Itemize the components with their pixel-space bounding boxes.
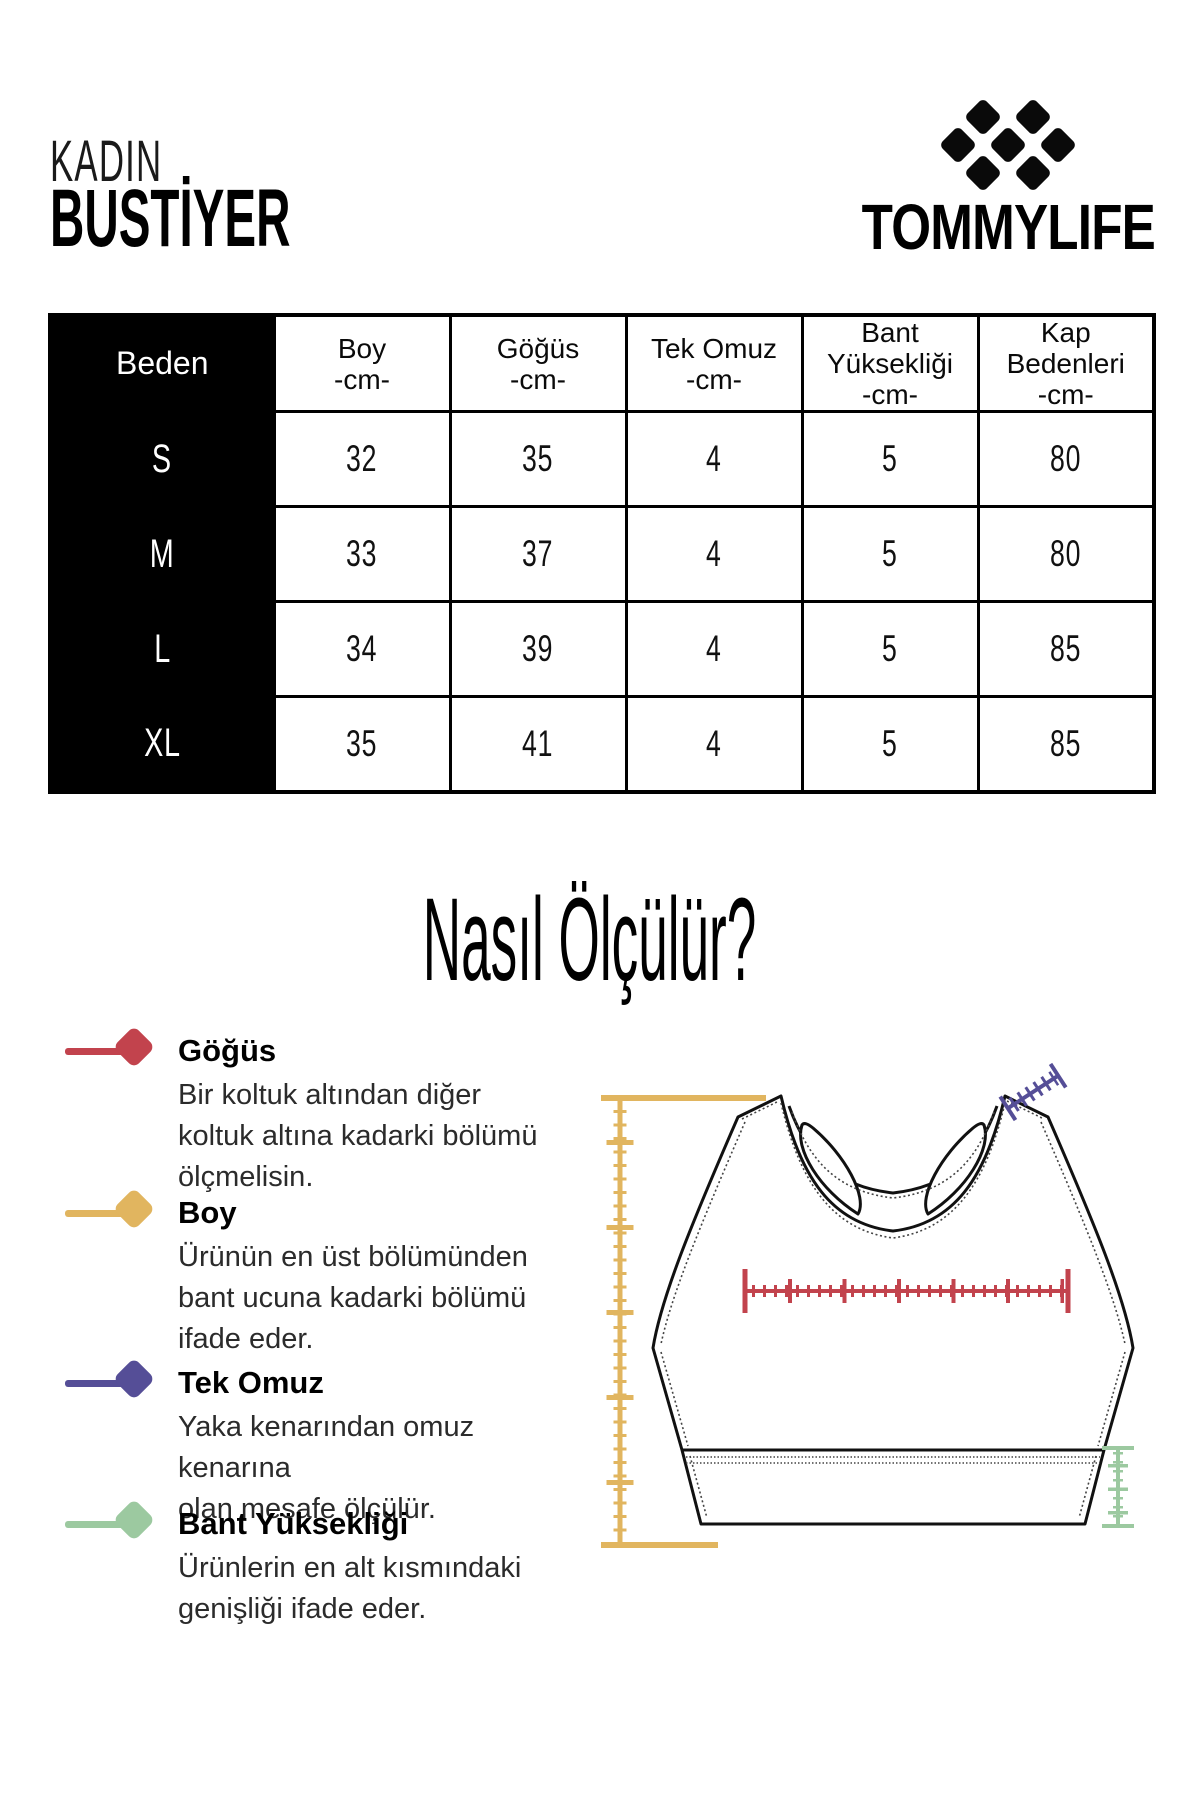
value-cell: 4	[624, 695, 804, 793]
stitch-lines	[660, 1100, 1126, 1519]
size-table-head: Beden Boy -cm- Göğüs -cm- Tek Omuz -cm- Bant…	[48, 313, 1156, 413]
size-table: Beden Boy -cm- Göğüs -cm- Tek Omuz -cm- Bant…	[48, 313, 1156, 794]
boy-measure-ruler	[601, 1095, 766, 1548]
value-cell: 4	[624, 410, 804, 508]
garment-measure-illustration	[601, 1062, 1135, 1548]
size-cell: XL	[48, 695, 276, 793]
value-cell: 5	[800, 410, 980, 508]
value-cell: 4	[624, 505, 804, 603]
marker-line	[65, 1521, 127, 1528]
value-cell: 34	[272, 600, 452, 698]
marker-line	[65, 1048, 127, 1055]
legend-item-boy: Boy Ürünün en üst bölümünden bant ucuna …	[65, 1187, 545, 1360]
value-cell: 85	[976, 600, 1156, 698]
header-cell-beden: Beden	[48, 313, 276, 413]
table-row: M 33 37 4 5 80	[48, 505, 1156, 603]
product-type-label: BUSTİYER	[50, 173, 291, 264]
value-cell: 5	[800, 505, 980, 603]
brand-logo-diamonds-icon	[941, 100, 1075, 190]
value-cell: 33	[272, 505, 452, 603]
table-row: S 32 35 4 5 80	[48, 410, 1156, 508]
marker-line	[65, 1380, 127, 1387]
value-cell: 80	[976, 410, 1156, 508]
diamond-icon	[112, 1187, 156, 1231]
diamond-icon	[112, 1025, 156, 1069]
tek-omuz-measure-ruler	[998, 1062, 1068, 1122]
legend-description: Yaka kenarından omuz kenarına olan mesaf…	[178, 1411, 475, 1525]
bant-yuksekligi-measure-ruler	[1102, 1446, 1134, 1528]
size-table-body: S 32 35 4 5 80 M 33 37 4 5 80 L 34 39 4 5 85 XL 35 41 4 5 85	[48, 410, 1156, 793]
legend-title: Bant Yüksekliği	[178, 1506, 409, 1541]
legend-title: Boy	[178, 1195, 237, 1230]
boy-diamond-marker	[65, 1187, 178, 1235]
legend-description: Bir koltuk altından diğer koltuk altına …	[178, 1079, 538, 1193]
value-cell: 4	[624, 600, 804, 698]
category-label: KADIN	[50, 129, 163, 194]
header-cell: Tek Omuz -cm-	[624, 313, 804, 413]
legend-item-bant-yuksekligi: Bant Yüksekliği Ürünlerin en alt kısmınd…	[65, 1498, 545, 1630]
header-cell: Bant Yüksekliği -cm-	[800, 313, 980, 413]
value-cell: 85	[976, 695, 1156, 793]
gogus-measure-ruler	[742, 1269, 1071, 1313]
size-cell: S	[48, 410, 276, 508]
header-cell: Kap Bedenleri -cm-	[976, 313, 1156, 413]
value-cell: 41	[448, 695, 628, 793]
bra-outline-drawing	[651, 1094, 1135, 1526]
legend-description: Ürünlerin en alt kısmındaki genişliği if…	[178, 1552, 522, 1625]
bant-diamond-marker	[65, 1498, 178, 1546]
table-header-row: Beden Boy -cm- Göğüs -cm- Tek Omuz -cm- Bant…	[48, 313, 1156, 413]
header-cell: Göğüs -cm-	[448, 313, 628, 413]
value-cell: 35	[272, 695, 452, 793]
value-cell: 35	[448, 410, 628, 508]
value-cell: 39	[448, 600, 628, 698]
diamond-icon	[112, 1498, 156, 1542]
table-row: XL 35 41 4 5 85	[48, 695, 1156, 793]
value-cell: 37	[448, 505, 628, 603]
marker-line	[65, 1210, 127, 1217]
value-cell: 32	[272, 410, 452, 508]
legend-description: Ürünün en üst bölümünden bant ucuna kada…	[178, 1241, 528, 1355]
brand-name: TOMMYLIFE	[861, 191, 1155, 263]
size-cell: L	[48, 600, 276, 698]
header-cell: Boy -cm-	[272, 313, 452, 413]
legend-title: Göğüs	[178, 1033, 277, 1068]
diamond-icon	[112, 1357, 156, 1401]
section-heading: Nasıl Ölçülür?	[423, 874, 757, 1006]
size-cell: M	[48, 505, 276, 603]
table-row: L 34 39 4 5 85	[48, 600, 1156, 698]
tek-omuz-diamond-marker	[65, 1357, 178, 1405]
legend-item-gogus: Göğüs Bir koltuk altından diğer koltuk a…	[65, 1025, 545, 1198]
value-cell: 80	[976, 505, 1156, 603]
legend-title: Tek Omuz	[178, 1365, 324, 1400]
value-cell: 5	[800, 600, 980, 698]
gogus-diamond-marker	[65, 1025, 178, 1073]
legend-item-tek-omuz: Tek Omuz Yaka kenarından omuz kenarına o…	[65, 1357, 545, 1530]
value-cell: 5	[800, 695, 980, 793]
